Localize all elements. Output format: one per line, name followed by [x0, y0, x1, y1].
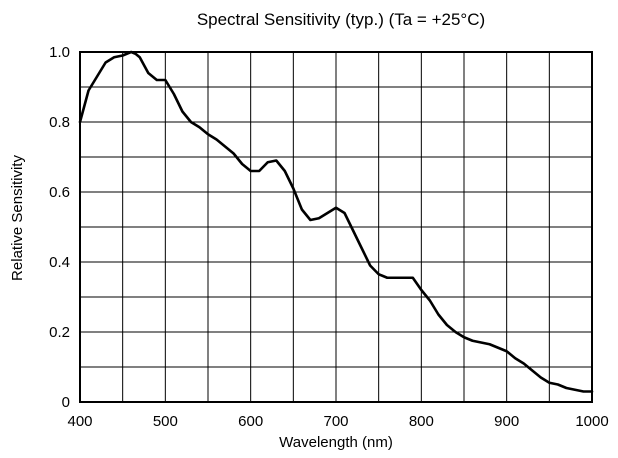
grid-lines: [80, 52, 592, 402]
tick-labels: 400 500 600 700 800 900 1000 0 0.2 0.4 0.6 0.8 1.0: [49, 44, 609, 430]
y-tick-label: 0.4: [49, 254, 70, 271]
y-tick-label: 0.8: [49, 114, 70, 131]
x-tick-label: 400: [67, 413, 92, 430]
chart-title: Spectral Sensitivity (typ.) (Ta = +25°C): [197, 10, 485, 29]
x-tick-label: 800: [409, 413, 434, 430]
y-tick-label: 1.0: [49, 44, 70, 61]
y-axis-title: Relative Sensitivity: [9, 155, 26, 281]
x-tick-label: 600: [238, 413, 263, 430]
y-tick-label: 0: [62, 394, 70, 411]
y-tick-label: 0.2: [49, 324, 70, 341]
x-tick-label: 500: [153, 413, 178, 430]
y-tick-label: 0.6: [49, 184, 70, 201]
series-line: [78, 50, 594, 393]
x-tick-label: 900: [494, 413, 519, 430]
x-axis-title: Wavelength (nm): [279, 434, 393, 451]
plot-frame: [79, 51, 593, 403]
x-tick-label: 700: [323, 413, 348, 430]
x-tick-label: 1000: [575, 413, 608, 430]
